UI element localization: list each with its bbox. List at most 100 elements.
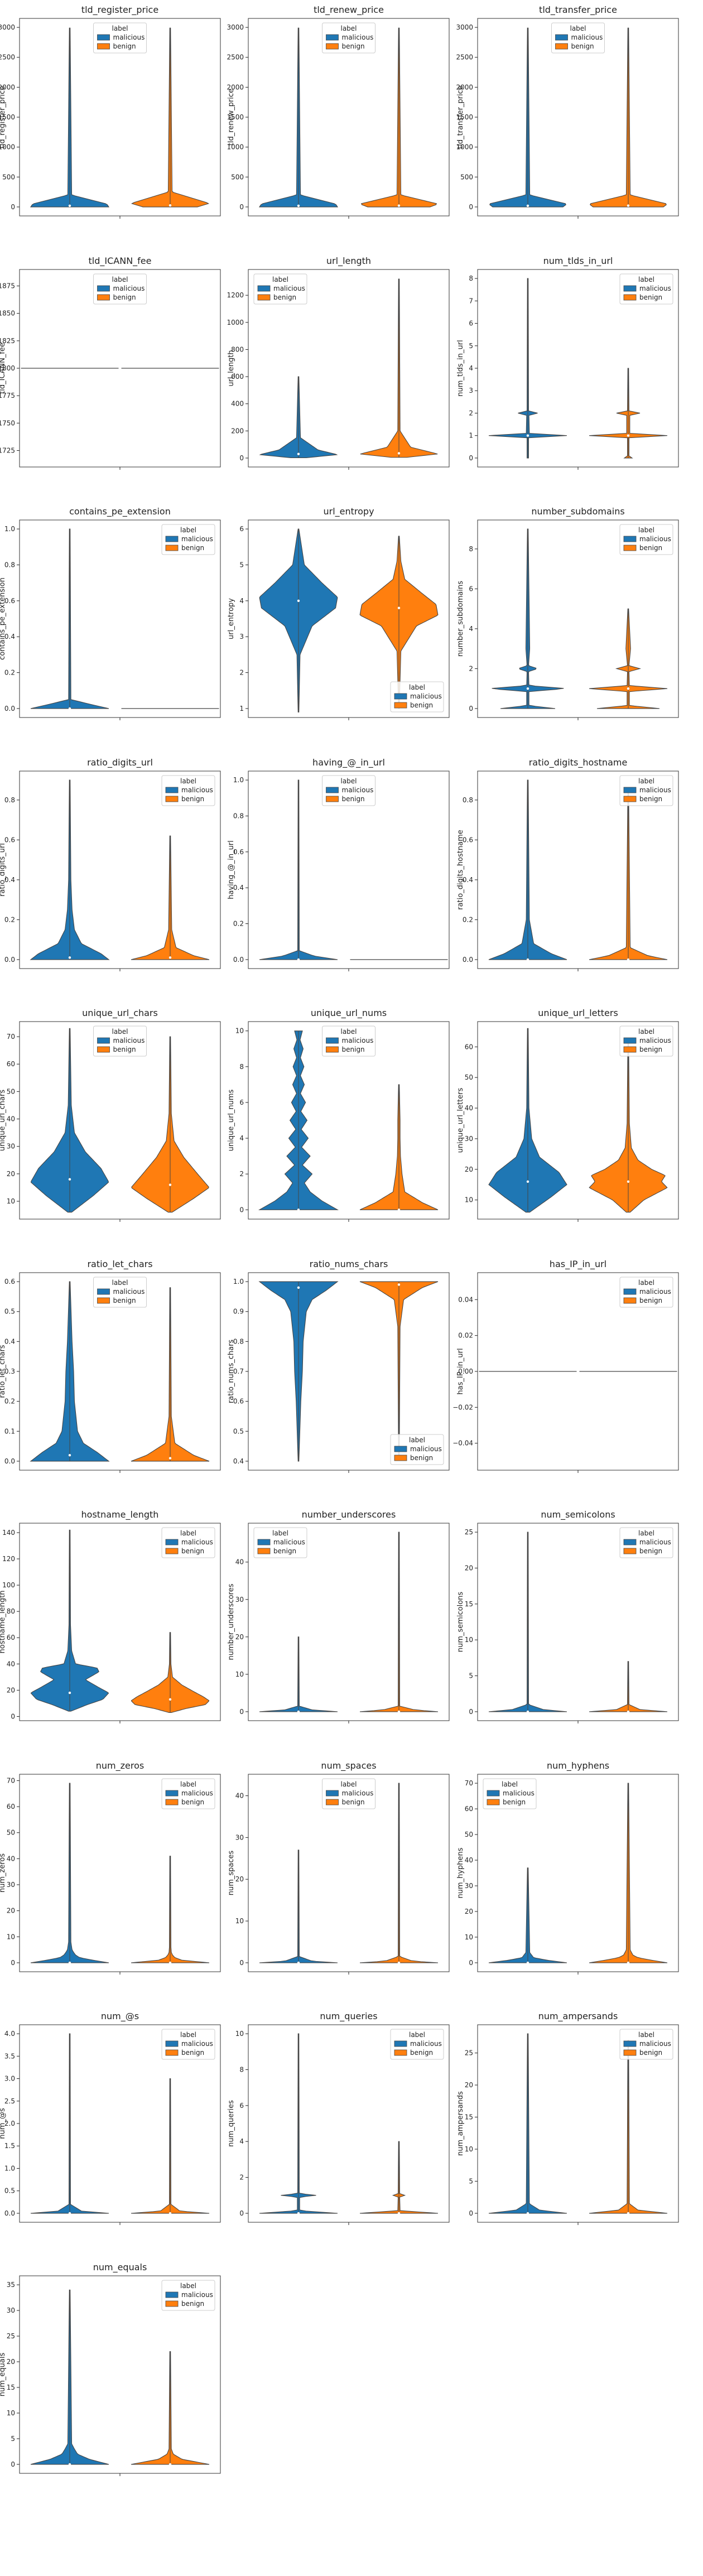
legend-title: label xyxy=(638,777,654,785)
legend-entry-benign: benign xyxy=(342,795,365,803)
y-tick-label: 2 xyxy=(469,665,473,672)
violin-median xyxy=(297,2212,300,2215)
legend-entry-benign: benign xyxy=(639,293,662,301)
y-tick-label: 2500 xyxy=(227,54,244,61)
legend-entry-benign: benign xyxy=(181,1798,204,1806)
y-tick-label: 20 xyxy=(465,1908,473,1915)
legend-entry-benign: benign xyxy=(410,1454,433,1462)
violin-median xyxy=(168,1183,172,1186)
y-tick-label: 2 xyxy=(239,1170,244,1178)
violin-median xyxy=(168,956,172,959)
y-tick-label: 70 xyxy=(7,1776,15,1784)
y-tick-label: 5 xyxy=(239,561,244,569)
violin-median xyxy=(168,1698,172,1701)
y-tick-label: 0.6 xyxy=(233,1398,244,1405)
y-tick-label: 5 xyxy=(11,2435,15,2443)
chart-panel-num_tlds_in_url: num_tlds_in_url num_tlds_in_url 0 1 2 3 4 5 6 7 8 l… xyxy=(456,256,679,470)
y-tick-label: 60 xyxy=(7,1803,15,1811)
plot-frame xyxy=(248,269,450,468)
y-tick-label: 20 xyxy=(465,2081,473,2089)
legend-title: label xyxy=(272,276,288,283)
y-tick-label: 0 xyxy=(469,2209,473,2217)
y-tick-label: 20 xyxy=(235,1875,244,1883)
y-tick-label: 50 xyxy=(465,1831,473,1838)
y-tick-label: 5 xyxy=(469,1672,473,1680)
chart-panel-num_zeros: num_zeros num_zeros 0 10 20 30 40 50 60 70 labelma… xyxy=(0,1760,221,1975)
plot-frame xyxy=(477,18,679,216)
plot-frame xyxy=(477,771,679,969)
y-axis-label: ratio_nums_chars xyxy=(227,1340,235,1404)
y-tick-label: 8 xyxy=(469,545,473,553)
legend-swatch-malicious xyxy=(165,1539,179,1545)
chart-title: num_zeros xyxy=(96,1760,144,1771)
y-tick-label: 2000 xyxy=(456,83,473,91)
y-tick-label: 10 xyxy=(465,1636,473,1644)
y-tick-label: 20 xyxy=(7,1907,15,1915)
y-tick-label: 2000 xyxy=(0,83,15,91)
violin-median xyxy=(168,204,172,207)
y-tick-label: 40 xyxy=(465,1104,473,1112)
y-tick-label: 0.5 xyxy=(233,1427,244,1435)
y-tick-label: 1000 xyxy=(227,319,244,326)
violin-median xyxy=(526,204,529,207)
legend-entry-benign: benign xyxy=(273,293,296,301)
chart-title: has_IP_in_url xyxy=(550,1259,606,1270)
y-axis-label: having_@_in_url xyxy=(227,840,235,899)
violin-median xyxy=(627,687,630,690)
y-tick-label: 1.5 xyxy=(4,2142,15,2150)
legend-swatch-malicious xyxy=(257,1539,271,1545)
y-tick-label: 15 xyxy=(465,2113,473,2121)
y-tick-label: 1.0 xyxy=(4,2164,15,2172)
y-tick-label: 20 xyxy=(465,1166,473,1173)
y-tick-label: 0.2 xyxy=(4,669,15,677)
violin-median xyxy=(397,2212,401,2215)
y-tick-label: 0 xyxy=(239,1708,244,1716)
chart-panel-unique_url_chars: unique_url_chars unique_url_chars 10 20 30 40… xyxy=(0,1008,221,1222)
violin-median xyxy=(627,958,630,961)
violin-median xyxy=(297,1961,300,1964)
legend-swatch-malicious xyxy=(623,1288,637,1295)
y-tick-label: 0 xyxy=(469,454,473,462)
y-tick-label: 50 xyxy=(465,1073,473,1081)
plot-frame xyxy=(477,269,679,468)
y-tick-label: 40 xyxy=(7,1660,15,1668)
legend-entry-malicious: malicious xyxy=(571,33,603,41)
y-tick-label: 400 xyxy=(231,400,244,408)
legend-swatch-benign xyxy=(97,43,110,50)
legend-swatch-benign xyxy=(394,2049,407,2056)
legend-swatch-malicious xyxy=(165,787,179,793)
violin-median xyxy=(397,1283,401,1286)
plot-frame xyxy=(248,18,450,216)
y-axis-label: ratio_digits_url xyxy=(0,843,7,897)
y-tick-label: 0.4 xyxy=(4,1337,15,1345)
y-tick-label: 6 xyxy=(239,525,244,533)
y-axis-label: unique_url_nums xyxy=(227,1089,235,1151)
chart-title: unique_url_chars xyxy=(82,1008,158,1019)
chart-panel-number_subdomains: number_subdomains number_subdomains 0 2 4 6 8 l… xyxy=(456,506,679,720)
y-tick-label: 5 xyxy=(469,2177,473,2185)
legend-entry-benign: benign xyxy=(342,1046,365,1053)
chart-panel-num_queries: num_queries num_queries 0 2 4 6 8 10 labelmalici… xyxy=(227,2011,450,2225)
chart-panel-unique_url_letters: unique_url_letters unique_url_letters 10 20… xyxy=(456,1008,679,1222)
legend-title: label xyxy=(180,1529,196,1537)
y-axis-label: number_underscores xyxy=(227,1583,235,1660)
y-tick-label: 20 xyxy=(465,1564,473,1572)
legend-title: label xyxy=(638,1529,654,1537)
legend-entry-malicious: malicious xyxy=(639,786,671,794)
y-tick-label: 70 xyxy=(7,1033,15,1041)
y-tick-label: 800 xyxy=(231,345,244,353)
y-tick-label: 0.8 xyxy=(233,812,244,820)
y-tick-label: 25 xyxy=(7,2332,15,2340)
y-axis-label: num_queries xyxy=(227,2100,235,2147)
y-tick-label: 3000 xyxy=(227,23,244,31)
legend-swatch-malicious xyxy=(623,787,637,793)
chart-title: num_tlds_in_url xyxy=(543,256,613,267)
y-tick-label: 50 xyxy=(7,1087,15,1095)
y-tick-label: 200 xyxy=(231,427,244,435)
y-tick-label: 0.4 xyxy=(4,633,15,641)
legend-entry-benign: benign xyxy=(571,42,594,50)
